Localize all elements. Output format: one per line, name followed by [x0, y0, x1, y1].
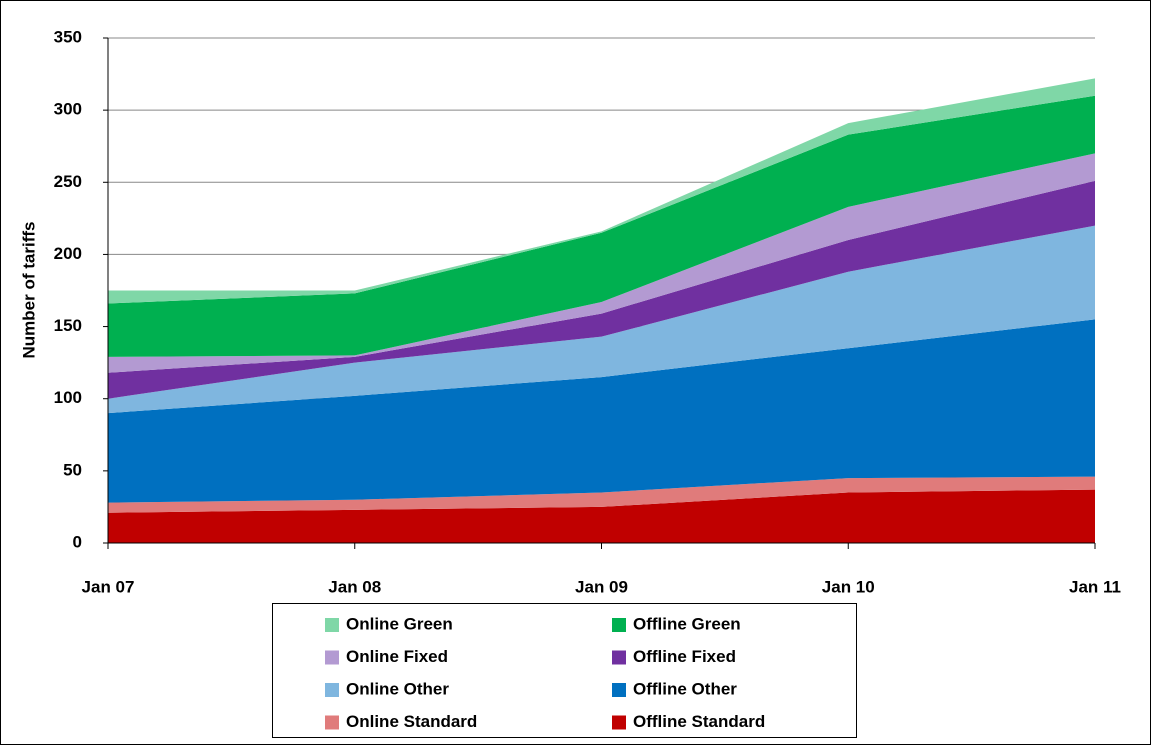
legend-label: Online Standard [346, 712, 477, 731]
area [108, 476, 1095, 513]
legend-swatch [325, 618, 339, 632]
legend-label: Online Green [346, 614, 453, 633]
legend-label: Offline Standard [633, 712, 765, 731]
legend-label: Online Fixed [346, 647, 448, 666]
legend-swatch [325, 683, 339, 697]
x-tick-label: Jan 11 [1069, 577, 1121, 596]
x-tick-label: Jan 08 [328, 577, 381, 596]
y-tick-label: 300 [54, 100, 82, 119]
y-tick-label: 250 [54, 172, 82, 191]
area [108, 95, 1095, 357]
y-tick-label: 350 [54, 27, 82, 46]
area [108, 153, 1095, 373]
y-tick-label: 0 [73, 532, 82, 551]
x-tick-label: Jan 07 [82, 577, 135, 596]
legend-swatch [612, 618, 626, 632]
x-tick-label: Jan 10 [822, 577, 875, 596]
area [108, 180, 1095, 399]
area [108, 319, 1095, 503]
legend-label: Offline Other [633, 679, 737, 698]
y-tick-label: 50 [63, 460, 82, 479]
y-tick-label: 150 [54, 316, 82, 335]
y-tick-label: 200 [54, 244, 82, 263]
legend [272, 603, 857, 738]
y-tick-label: 100 [54, 388, 82, 407]
x-tick-label: Jan 09 [575, 577, 628, 596]
area [108, 78, 1095, 304]
legend-swatch [325, 715, 339, 730]
legend-swatch [325, 650, 339, 665]
legend-label: Offline Green [633, 614, 741, 633]
legend-swatch [612, 650, 626, 665]
area [108, 225, 1095, 414]
legend-swatch [612, 683, 626, 697]
y-axis-label: Number of tariffs [19, 222, 38, 359]
legend-label: Online Other [346, 679, 449, 698]
area [108, 489, 1095, 543]
legend-label: Offline Fixed [633, 647, 736, 666]
legend-swatch [612, 715, 626, 730]
